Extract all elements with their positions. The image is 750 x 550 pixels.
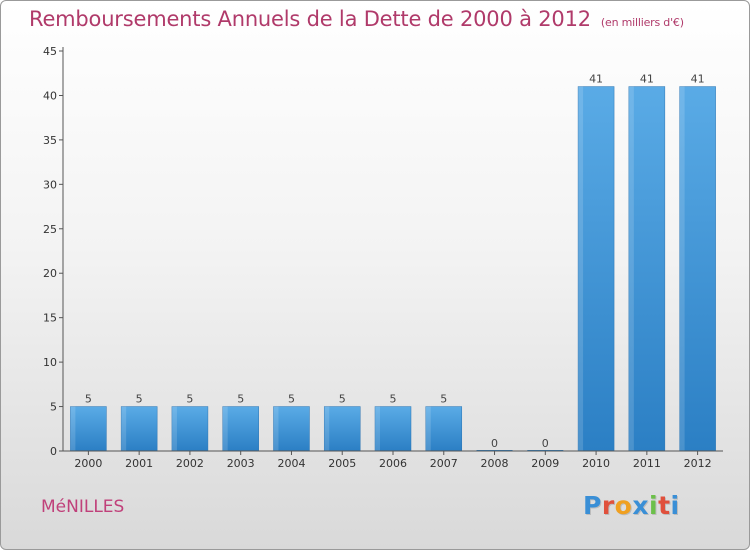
y-tick-label: 0 xyxy=(50,445,57,458)
bar-highlight xyxy=(425,406,431,451)
bar xyxy=(70,406,107,452)
bar-value-label: 41 xyxy=(640,73,654,86)
bar xyxy=(120,406,158,452)
y-tick-label: 45 xyxy=(43,45,57,58)
x-tick-label: 2002 xyxy=(176,457,204,470)
bar-value-label: 41 xyxy=(691,73,705,86)
bar-highlight xyxy=(679,86,685,452)
bar-value-label: 5 xyxy=(85,393,92,406)
bar xyxy=(679,86,716,452)
bar-value-label: 0 xyxy=(491,437,498,450)
bar-value-label: 5 xyxy=(390,393,397,406)
logo-letter: r xyxy=(601,491,615,520)
y-tick-label: 10 xyxy=(43,356,57,369)
x-tick-label: 2006 xyxy=(379,457,407,470)
y-tick-label: 35 xyxy=(43,134,57,147)
x-tick-label: 2009 xyxy=(531,457,559,470)
x-tick-label: 2010 xyxy=(582,457,610,470)
bar xyxy=(628,86,666,452)
bar-highlight xyxy=(628,86,634,452)
bar-value-label: 0 xyxy=(542,437,549,450)
chart-title: Remboursements Annuels de la Dette de 20… xyxy=(29,7,684,31)
bar-value-label: 41 xyxy=(589,73,603,86)
x-tick-label: 2005 xyxy=(328,457,356,470)
chart-subtitle: (en milliers d'€) xyxy=(600,16,684,29)
bar-highlight xyxy=(375,406,380,451)
bar xyxy=(222,406,259,452)
chart-title-text: Remboursements Annuels de la Dette de 20… xyxy=(29,7,591,31)
bar xyxy=(323,406,361,452)
x-tick-label: 2012 xyxy=(684,457,712,470)
x-tick-label: 2007 xyxy=(430,457,458,470)
logo-letter: o xyxy=(614,491,633,520)
logo-letter: x xyxy=(632,491,649,520)
y-tick-label: 15 xyxy=(43,312,57,325)
axes-group: 0 5 10 15 20 25 30 35 40 45 2000 2001 2002 2003 2004 20… xyxy=(43,45,723,470)
logo-letter: i xyxy=(670,491,680,520)
bar-value-label: 5 xyxy=(288,393,295,406)
x-tick-label: 2008 xyxy=(481,457,509,470)
bar-highlight xyxy=(121,406,127,451)
bar xyxy=(577,86,615,452)
proxiti-logo: Proxiti xyxy=(583,491,680,520)
y-tick-label: 20 xyxy=(43,267,57,280)
x-tick-label: 2000 xyxy=(74,457,102,470)
bar-highlight xyxy=(171,406,177,451)
y-tick-label: 30 xyxy=(43,178,57,191)
bar-highlight xyxy=(324,406,330,451)
y-tick-label: 40 xyxy=(43,89,57,102)
x-tick-label: 2003 xyxy=(227,457,255,470)
logo-letter: P xyxy=(583,491,602,520)
x-tick-label: 2004 xyxy=(277,457,305,470)
x-tick-label: 2011 xyxy=(633,457,661,470)
bar-value-label: 5 xyxy=(186,393,193,406)
bar xyxy=(425,406,463,452)
bar-value-label: 5 xyxy=(136,393,143,406)
x-tick-label: 2001 xyxy=(125,457,153,470)
bar-highlight xyxy=(70,406,76,451)
y-tick-label: 5 xyxy=(50,401,57,414)
bar-value-label: 5 xyxy=(339,393,346,406)
bar-highlight xyxy=(222,406,228,451)
bar-highlight xyxy=(273,406,279,451)
bar xyxy=(171,406,209,452)
bar xyxy=(273,406,310,452)
bar-value-label: 5 xyxy=(237,393,244,406)
city-name: MéNILLES xyxy=(41,497,125,517)
bar-value-label: 5 xyxy=(440,393,447,406)
bar-highlight xyxy=(578,86,584,452)
bar xyxy=(374,406,412,452)
logo-letter: i xyxy=(649,491,659,520)
bars-group: 5 5 5 5 5 5 5 5 0 0 41 41 41 xyxy=(70,73,716,452)
logo-letter: t xyxy=(658,491,671,520)
y-tick-label: 25 xyxy=(43,223,57,236)
